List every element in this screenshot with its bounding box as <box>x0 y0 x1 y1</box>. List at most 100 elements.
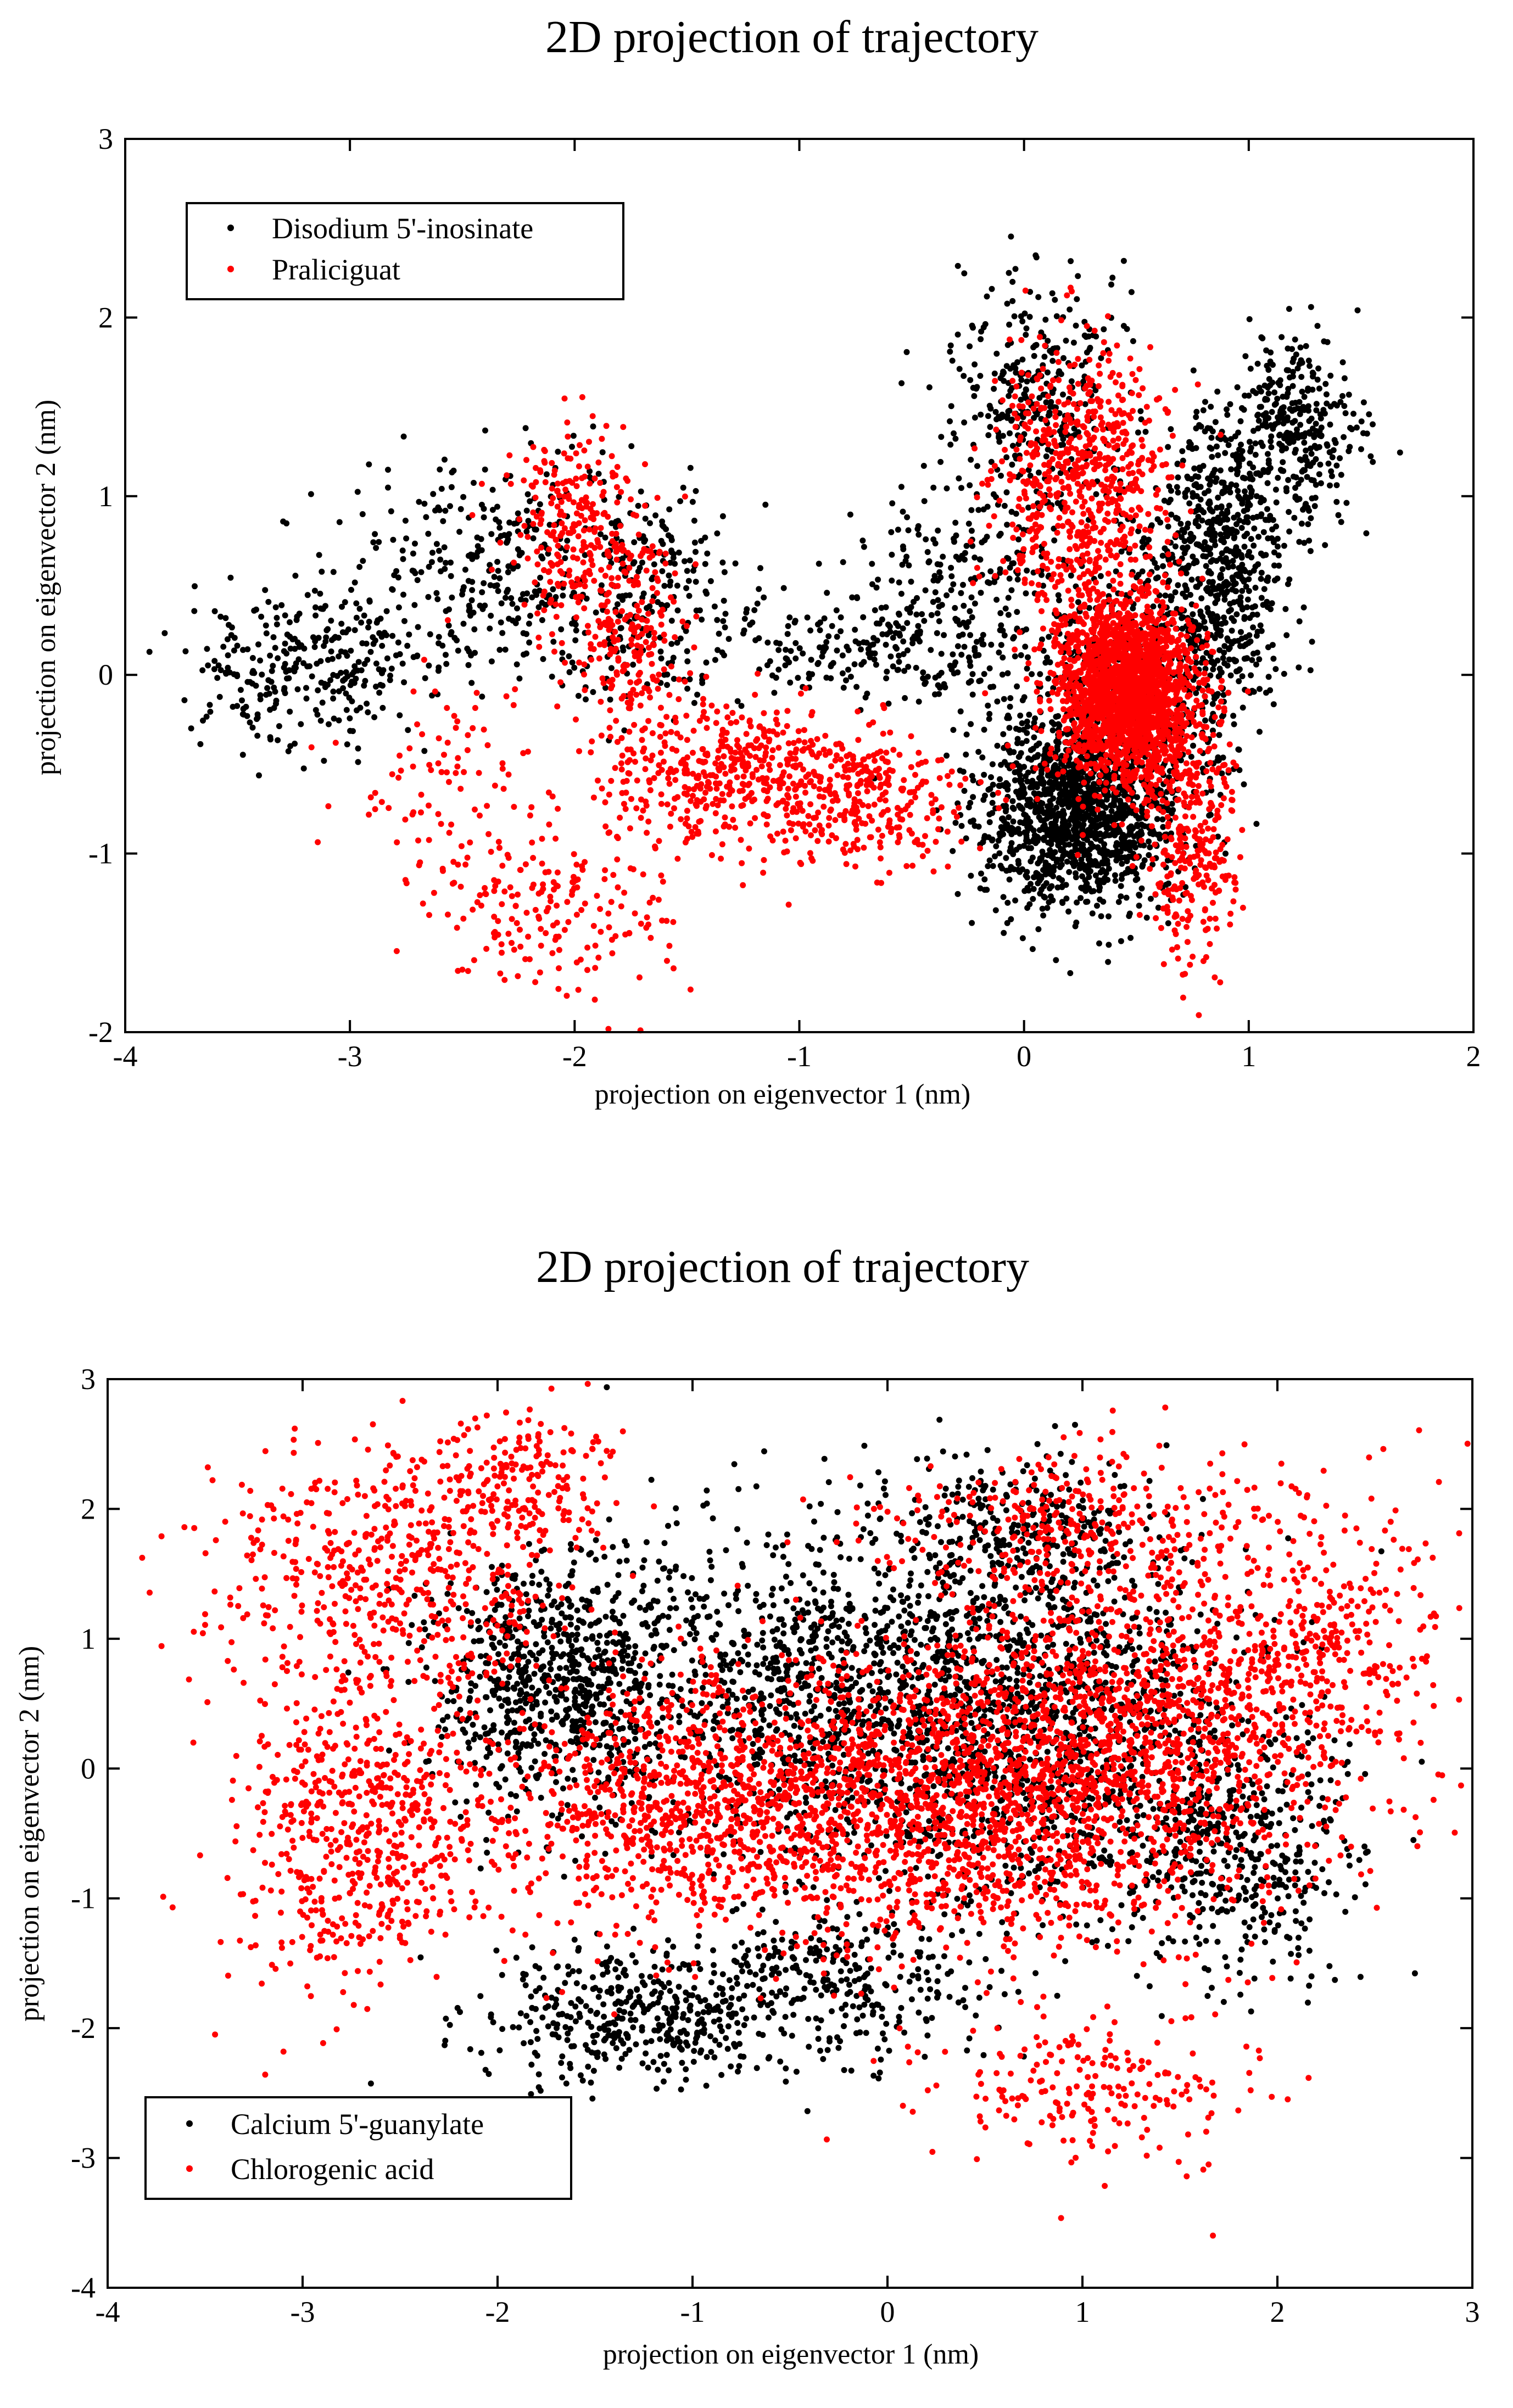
data-point <box>845 667 851 673</box>
data-point <box>1165 880 1172 887</box>
data-point <box>1269 526 1276 533</box>
data-point <box>804 614 811 621</box>
data-point <box>1068 572 1074 579</box>
data-point <box>961 643 968 650</box>
data-point <box>309 673 315 680</box>
data-point <box>442 565 448 572</box>
data-point <box>998 761 1004 768</box>
data-point <box>970 794 976 800</box>
data-point <box>375 617 381 624</box>
data-point <box>401 618 407 624</box>
data-point <box>1258 628 1265 634</box>
data-point <box>808 657 814 663</box>
data-point <box>272 645 278 651</box>
data-point <box>1243 641 1249 648</box>
data-point <box>569 444 575 450</box>
data-point <box>268 679 275 685</box>
data-point <box>1108 281 1114 288</box>
data-point <box>338 620 345 627</box>
data-point <box>1068 378 1075 384</box>
data-point <box>1087 860 1093 866</box>
data-point <box>1138 885 1145 892</box>
data-point <box>460 620 467 627</box>
data-point <box>361 682 367 689</box>
data-point <box>330 695 337 702</box>
data-point <box>900 546 907 552</box>
data-point <box>294 686 301 692</box>
data-point <box>416 499 422 505</box>
data-point <box>1174 484 1180 490</box>
data-point <box>509 601 516 607</box>
data-point <box>1167 496 1174 503</box>
data-point <box>311 644 318 650</box>
data-point <box>258 613 265 620</box>
data-point <box>1285 477 1292 483</box>
data-point <box>1138 828 1144 835</box>
data-point <box>1218 669 1224 675</box>
data-point <box>647 520 653 527</box>
data-point <box>839 670 846 676</box>
data-point <box>1209 658 1215 664</box>
data-point <box>858 661 864 668</box>
data-point <box>1186 621 1192 628</box>
data-point <box>400 591 406 598</box>
data-point <box>188 725 194 732</box>
data-point <box>828 675 834 681</box>
data-point <box>1306 507 1312 514</box>
data-point <box>456 529 463 535</box>
data-point <box>899 562 906 568</box>
data-point <box>312 604 319 611</box>
data-point <box>1257 729 1263 735</box>
data-point <box>941 632 947 639</box>
data-point <box>1008 587 1015 593</box>
data-point <box>281 648 287 654</box>
data-point <box>631 539 638 546</box>
data-point <box>861 544 867 550</box>
data-point <box>817 627 823 634</box>
data-point <box>330 671 337 678</box>
data-point <box>1341 434 1347 440</box>
data-point <box>241 712 247 718</box>
data-point <box>1255 561 1261 568</box>
data-point <box>900 508 906 515</box>
data-point <box>1009 298 1016 304</box>
data-point <box>1229 574 1236 581</box>
data-point <box>418 569 425 575</box>
data-point <box>1067 306 1073 313</box>
data-point <box>1161 497 1168 504</box>
data-point <box>1236 460 1242 467</box>
data-point <box>1230 713 1237 719</box>
data-point <box>1265 644 1271 651</box>
data-point <box>1021 310 1028 317</box>
data-point <box>792 640 799 646</box>
data-point <box>972 361 978 368</box>
data-point <box>1267 359 1274 365</box>
data-point <box>1270 656 1277 662</box>
data-point <box>331 715 337 722</box>
data-point <box>1230 558 1236 564</box>
data-point <box>249 655 256 661</box>
data-point <box>328 648 334 655</box>
data-point <box>1214 615 1221 621</box>
data-point <box>1198 595 1205 602</box>
data-point <box>414 652 421 659</box>
data-point <box>1252 585 1259 591</box>
data-point <box>1135 429 1141 436</box>
data-point <box>225 664 231 671</box>
data-point <box>1025 769 1031 776</box>
data-point <box>1057 796 1063 802</box>
data-point <box>1224 509 1231 516</box>
data-point <box>1205 609 1211 615</box>
data-point <box>680 484 686 491</box>
data-point <box>869 561 875 567</box>
data-point <box>977 556 984 563</box>
data-point <box>314 660 320 667</box>
data-point <box>365 709 371 715</box>
data-point <box>1154 564 1160 571</box>
data-point <box>1036 740 1042 747</box>
data-point <box>1271 401 1278 408</box>
data-point <box>668 618 675 624</box>
data-point <box>990 791 996 798</box>
data-point <box>691 517 697 524</box>
data-point <box>569 659 576 666</box>
